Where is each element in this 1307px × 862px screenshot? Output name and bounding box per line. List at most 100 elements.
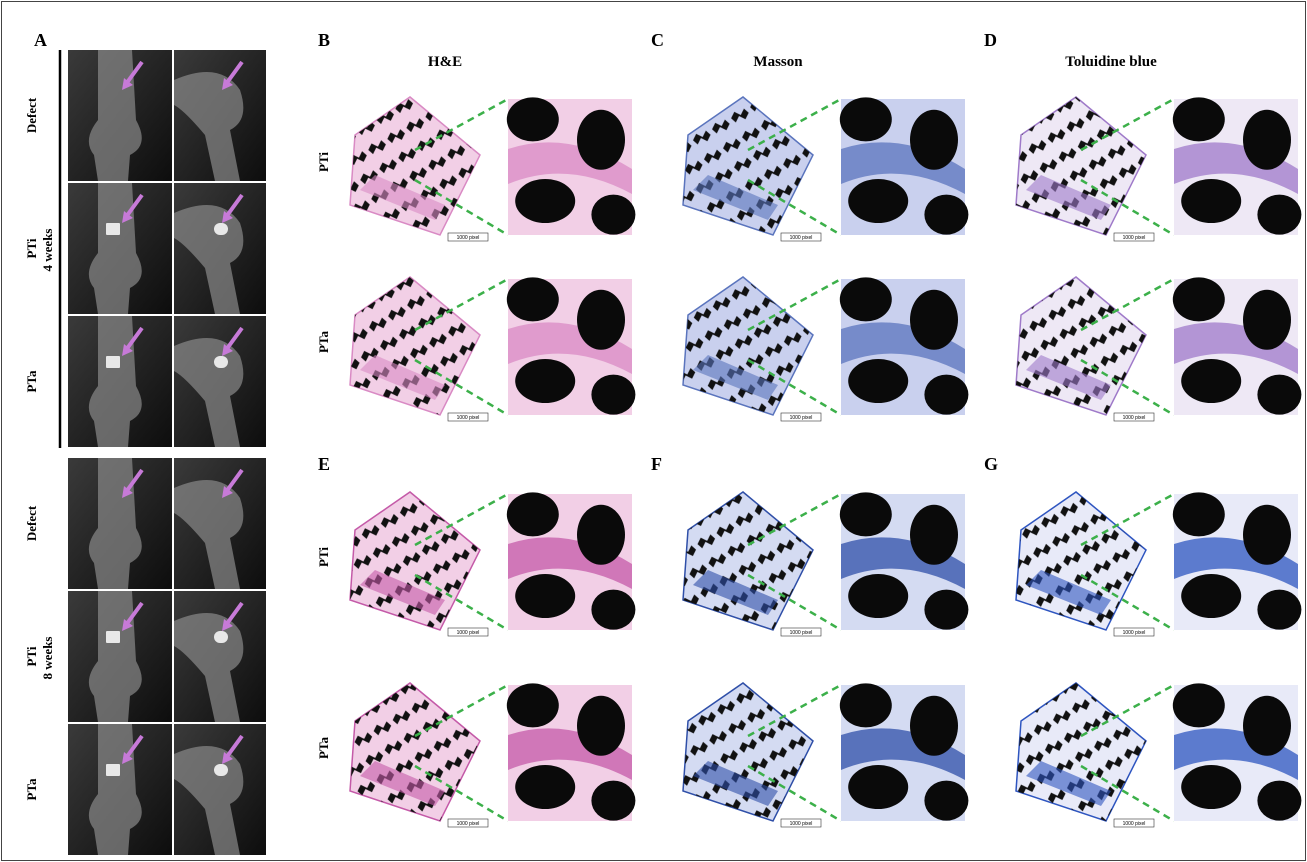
scaffold-pore (1173, 277, 1225, 321)
scaffold-pore (1181, 574, 1241, 618)
scaffold-pore (840, 492, 892, 536)
scaffold-pore (1181, 179, 1241, 223)
scale-bar-label: 1000 pixel (790, 235, 813, 241)
row-label: PTi (24, 238, 39, 258)
row-label: Defect (24, 97, 39, 133)
scaffold (350, 277, 480, 415)
scale-bar-label: 1000 pixel (457, 415, 480, 421)
row-label: Defect (24, 505, 39, 541)
row-label: PTa (24, 778, 39, 800)
scaffold-pore (591, 590, 635, 630)
scaffold-pore (848, 574, 908, 618)
scaffold-pore (840, 277, 892, 321)
implant (214, 356, 228, 368)
figure: A 4 weeks Defect PTi PTa 8 weeks Defect PTi PTa B… (0, 0, 1307, 862)
column-title: Toluidine blue (1065, 54, 1157, 70)
panel-letter: B (318, 30, 330, 50)
scaffold-pore (848, 179, 908, 223)
scaffold-pore (577, 110, 625, 170)
scale-bar-label: 1000 pixel (1123, 630, 1146, 636)
scaffold-pore (515, 765, 575, 809)
scaffold-pore (1173, 97, 1225, 141)
scaffold (1016, 683, 1146, 821)
row-label: PTa (24, 370, 39, 392)
scale-bar-label: 1000 pixel (1123, 235, 1146, 241)
scaffold-pore (1173, 683, 1225, 727)
scaffold-pore (515, 574, 575, 618)
scaffold-pore (507, 492, 559, 536)
scaffold (350, 492, 480, 630)
scaffold-pore (507, 97, 559, 141)
scaffold-pore (1257, 590, 1301, 630)
scaffold-pore (840, 683, 892, 727)
implant (214, 631, 228, 643)
scaffold-pore (840, 97, 892, 141)
scaffold-pore (507, 277, 559, 321)
scaffold-pore (507, 683, 559, 727)
scaffold (1016, 277, 1146, 415)
column-title: H&E (428, 54, 462, 70)
scaffold-pore (1243, 110, 1291, 170)
row-label: PTi (24, 646, 39, 666)
panel-letter: D (984, 30, 997, 50)
scaffold-pore (515, 359, 575, 403)
scaffold-pore (1257, 195, 1301, 235)
scaffold (350, 97, 480, 235)
scale-bar-label: 1000 pixel (457, 235, 480, 241)
scaffold (683, 277, 813, 415)
scaffold-pore (910, 290, 958, 350)
panel-letter: C (651, 30, 664, 50)
implant (214, 764, 228, 776)
implant (106, 631, 120, 643)
scaffold-pore (924, 590, 968, 630)
row-label: PTa (316, 737, 331, 759)
scale-bar-label: 1000 pixel (1123, 415, 1146, 421)
scaffold-pore (591, 781, 635, 821)
scaffold-pore (515, 179, 575, 223)
panel-letter: F (651, 454, 662, 474)
implant (106, 764, 120, 776)
scale-bar-label: 1000 pixel (790, 630, 813, 636)
scaffold-pore (924, 375, 968, 415)
scaffold-pore (1181, 359, 1241, 403)
implant (214, 223, 228, 235)
scaffold-pore (1257, 781, 1301, 821)
panel-letter: A (34, 30, 47, 50)
scaffold-pore (1257, 375, 1301, 415)
scale-bar-label: 1000 pixel (790, 415, 813, 421)
scaffold (350, 683, 480, 821)
scaffold-pore (591, 195, 635, 235)
scaffold-pore (910, 110, 958, 170)
column-title: Masson (753, 54, 803, 70)
scaffold (683, 683, 813, 821)
panel-letter: G (984, 454, 998, 474)
scaffold-pore (1243, 505, 1291, 565)
scaffold-pore (848, 765, 908, 809)
scale-bar-label: 1000 pixel (457, 821, 480, 827)
scaffold-pore (1243, 696, 1291, 756)
scaffold-pore (577, 505, 625, 565)
scaffold-pore (577, 696, 625, 756)
implant (106, 356, 120, 368)
scaffold (1016, 492, 1146, 630)
scaffold-pore (577, 290, 625, 350)
scaffold-pore (848, 359, 908, 403)
scaffold-pore (910, 696, 958, 756)
scaffold-pore (1243, 290, 1291, 350)
time-label: 4 weeks (40, 229, 55, 272)
time-label: 8 weeks (40, 637, 55, 680)
scaffold-pore (1181, 765, 1241, 809)
panel-letter: E (318, 454, 330, 474)
scaffold (683, 492, 813, 630)
scaffold (1016, 97, 1146, 235)
row-label: PTi (316, 547, 331, 567)
scaffold (683, 97, 813, 235)
scaffold-pore (910, 505, 958, 565)
scale-bar-label: 1000 pixel (1123, 821, 1146, 827)
implant (106, 223, 120, 235)
scaffold-pore (1173, 492, 1225, 536)
scale-bar-label: 1000 pixel (457, 630, 480, 636)
row-label: PTa (316, 331, 331, 353)
scaffold-pore (924, 195, 968, 235)
scale-bar-label: 1000 pixel (790, 821, 813, 827)
